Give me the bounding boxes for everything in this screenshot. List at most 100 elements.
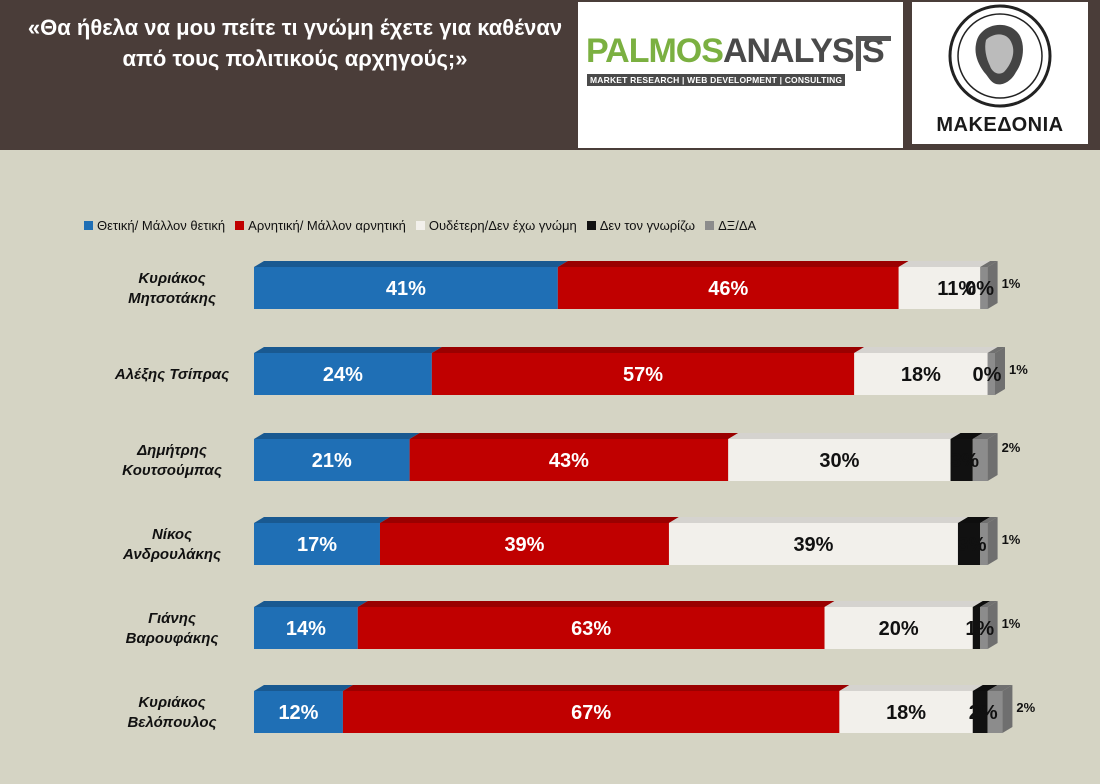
- bar-top-face-negative: [431, 347, 865, 353]
- bar-unknown: [972, 607, 981, 649]
- coin-emblem-icon: [948, 4, 1052, 108]
- bar-top-face-positive: [254, 685, 353, 691]
- legend-label-positive: Θετική/ Μάλλον θετική: [97, 217, 226, 233]
- value-label-dk-na: 1%: [1002, 532, 1021, 547]
- value-label-neutral: 18%: [886, 702, 926, 724]
- value-label-positive: 12%: [278, 702, 318, 724]
- bar-unknown: [972, 691, 988, 733]
- bar-side-face: [987, 261, 998, 309]
- bar-neutral: [854, 353, 988, 395]
- legend-swatch-positive: [84, 220, 93, 230]
- value-label-neutral: 18%: [901, 364, 941, 386]
- value-label-positive: 17%: [297, 534, 337, 556]
- legend-item-neutral: Ουδέτερη/Δεν έχω γνώμη: [415, 217, 577, 233]
- newspaper-logo: ΜΑΚΕΔΟΝΙΑ: [912, 2, 1088, 144]
- value-label-neutral: 30%: [819, 450, 859, 472]
- legend-label-neutral: Ουδέτερη/Δεν έχω γνώμη: [428, 217, 577, 233]
- bar-unknown: [950, 439, 973, 481]
- bar-positive: [254, 439, 410, 481]
- bar-top-face-positive: [254, 601, 368, 607]
- bar-top-face-negative: [557, 261, 909, 267]
- value-label-dk-na: 1%: [1002, 276, 1021, 291]
- value-label-positive: 24%: [323, 364, 363, 386]
- bar-top-face-neutral: [728, 433, 961, 439]
- value-label-dk-na: 1%: [1009, 362, 1028, 377]
- bar-negative: [557, 267, 899, 309]
- bar-side-face: [1002, 685, 1013, 733]
- legend-item-unknown: Δεν τον γνωρίζω: [586, 217, 696, 233]
- value-label-negative: 39%: [504, 534, 544, 556]
- value-label-negative: 63%: [571, 618, 611, 640]
- category-label: Κουτσούμπας: [122, 462, 222, 479]
- bar-top-face-dk-na: [987, 347, 1005, 353]
- bar-top-face-negative: [342, 685, 850, 691]
- bar-top-face-neutral: [668, 517, 968, 523]
- value-label-neutral: 20%: [879, 618, 919, 640]
- legend-swatch-unknown: [586, 220, 596, 230]
- bar-neutral: [824, 607, 973, 649]
- value-label-unknown: 3%: [950, 450, 979, 472]
- bar-side-face: [987, 433, 998, 481]
- bar-top-face-positive: [254, 261, 568, 267]
- value-label-unknown: 2%: [969, 702, 998, 724]
- bar-unknown: [957, 523, 981, 565]
- bar-neutral: [728, 439, 951, 481]
- value-label-dk-na: 2%: [1002, 440, 1021, 455]
- bar-top-face-unknown: [950, 433, 983, 439]
- category-label: Κυριάκος: [138, 270, 205, 287]
- bar-top-face-negative: [379, 517, 679, 523]
- value-label-positive: 14%: [286, 618, 326, 640]
- bar-top-face-unknown: [957, 517, 991, 523]
- bar-top-face-unknown: [972, 685, 998, 691]
- bar-dk-na: [980, 607, 988, 649]
- pollster-name-part-a: PALMOS: [586, 32, 724, 70]
- header-banner: «Θα ήθελα να μου πείτε τι γνώμη έχετε γι…: [0, 0, 1100, 150]
- value-label-unknown: 0%: [973, 364, 1002, 386]
- bar-dk-na: [987, 691, 1003, 733]
- pollster-logo: PALMOSANALYSIS MARKET RESEARCH | WEB DEV…: [578, 2, 903, 148]
- bar-dk-na: [980, 267, 988, 309]
- legend-swatch-dk-na: [705, 220, 715, 230]
- legend-label-unknown: Δεν τον γνωρίζω: [599, 217, 696, 233]
- value-label-negative: 46%: [708, 278, 748, 300]
- value-label-dk-na: 1%: [1002, 616, 1021, 631]
- bar-top-face-positive: [254, 433, 420, 439]
- bar-top-face-neutral: [898, 261, 991, 267]
- bar-negative: [409, 439, 729, 481]
- bar-side-face: [987, 517, 998, 565]
- legend-item-positive: Θετική/ Μάλλον θετική: [84, 218, 225, 233]
- bar-negative: [342, 691, 840, 733]
- survey-question: «Θα ήθελα να μου πείτε τι γνώμη έχετε γι…: [27, 15, 563, 71]
- newspaper-name: ΜΑΚΕΔΟΝΙΑ: [936, 114, 1064, 136]
- bar-top-face-negative: [409, 433, 739, 439]
- legend-swatch-negative: [235, 220, 245, 230]
- value-label-negative: 43%: [549, 450, 589, 472]
- bar-negative: [357, 607, 825, 649]
- legend-item-dk-na: ΔΞ/ΔΑ: [705, 218, 756, 233]
- value-label-neutral: 39%: [793, 534, 833, 556]
- bar-neutral: [668, 523, 958, 565]
- category-label: Βαρουφάκης: [126, 630, 219, 647]
- legend-swatch-neutral: [415, 220, 425, 230]
- chart-legend: Θετική/ Μάλλον θετική Αρνητική/ Μάλλον α…: [84, 214, 766, 236]
- bar-top-face-neutral: [839, 685, 983, 691]
- value-label-unknown: 1%: [965, 618, 994, 640]
- value-label-neutral: 11%: [937, 278, 976, 300]
- bar-negative: [431, 353, 855, 395]
- pollster-logo-mark-icon: [856, 36, 891, 71]
- value-label-negative: 57%: [623, 364, 663, 386]
- bar-top-face-unknown: [972, 601, 991, 607]
- value-label-positive: 41%: [386, 278, 426, 300]
- bar-positive: [254, 607, 358, 649]
- bar-top-face-dk-na: [987, 685, 1013, 691]
- bar-positive: [254, 353, 432, 395]
- bar-dk-na: [980, 523, 988, 565]
- category-label: Γιάνης: [148, 610, 196, 627]
- category-label: Δημήτρης: [136, 442, 207, 459]
- pollster-tagline: MARKET RESEARCH | WEB DEVELOPMENT | CONS…: [587, 74, 846, 86]
- bar-top-face-positive: [254, 347, 442, 353]
- category-label: Νίκος: [152, 526, 192, 543]
- bar-top-face-neutral: [854, 347, 998, 353]
- bar-neutral: [839, 691, 973, 733]
- bar-side-face: [995, 347, 1005, 395]
